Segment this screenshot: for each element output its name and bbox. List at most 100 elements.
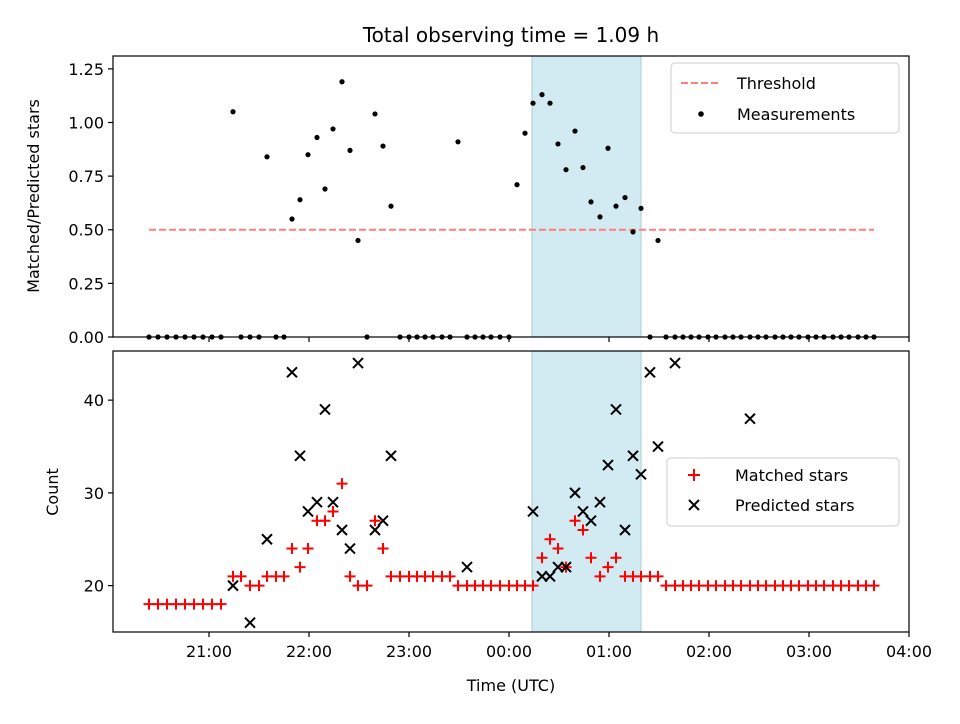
top-axes-frame bbox=[112, 55, 910, 338]
predicted-star-point bbox=[585, 515, 597, 527]
predicted-star-point bbox=[461, 561, 473, 573]
matched-star-point bbox=[336, 478, 348, 490]
predicted-star-point bbox=[244, 617, 256, 629]
matched-star-point bbox=[544, 533, 556, 545]
predicted-star-point bbox=[527, 505, 539, 518]
chart-title: Total observing time = 1.09 h bbox=[362, 23, 659, 47]
predicted-star-point bbox=[594, 496, 606, 508]
top-y-tick-label: 0.00 bbox=[68, 328, 104, 347]
measurement-point bbox=[539, 92, 545, 98]
predicted-star-point bbox=[319, 403, 331, 416]
predicted-star-point bbox=[619, 524, 631, 536]
matched-star-point bbox=[327, 505, 339, 517]
measurements-legend-swatch bbox=[698, 111, 704, 117]
matched-star-point bbox=[377, 543, 389, 555]
predicted-star-point bbox=[652, 440, 664, 453]
measurement-point bbox=[547, 100, 553, 106]
measurement-point bbox=[597, 214, 603, 220]
predicted-star-point bbox=[577, 505, 589, 518]
predicted-star-point bbox=[311, 496, 323, 508]
measurement-point bbox=[297, 197, 303, 203]
predicted-star-point bbox=[377, 515, 389, 527]
measurement-point bbox=[655, 237, 661, 244]
predicted-star-point bbox=[385, 450, 397, 462]
predicted-star-point bbox=[610, 403, 622, 416]
predicted-star-point bbox=[669, 357, 681, 369]
matched-legend-label: Matched stars bbox=[735, 466, 848, 485]
measurement-point bbox=[230, 109, 236, 115]
predicted-star-point bbox=[544, 570, 556, 583]
bottom-panel: 20 30 40 21:00 22:00 23:00 00:00 01:00 02:00 03:… bbox=[43, 350, 932, 695]
predicted-star-point bbox=[627, 450, 639, 462]
top-legend-box bbox=[670, 62, 900, 134]
x-axis-label: Time (UTC) bbox=[466, 676, 555, 695]
matched-star-point bbox=[286, 543, 298, 555]
matched-star-point bbox=[278, 570, 290, 582]
measurement-point bbox=[388, 203, 394, 209]
matched-star-point bbox=[302, 543, 314, 555]
measurement-point bbox=[372, 111, 378, 117]
matched-star-point bbox=[585, 552, 597, 564]
top-legend: Threshold Measurements bbox=[670, 62, 900, 134]
top-panel: 0.00 0.25 0.50 0.75 1.00 1.25 Matched/Predict… bbox=[24, 55, 910, 347]
measurement-point bbox=[380, 143, 386, 149]
predicted-star-point bbox=[261, 533, 273, 545]
predicted-star-point bbox=[294, 450, 306, 462]
x-tick-label: 21:00 bbox=[186, 642, 232, 661]
x-tick-label: 02:00 bbox=[686, 642, 732, 661]
matched-star-point bbox=[536, 552, 548, 564]
bottom-y-tick-label: 30 bbox=[84, 484, 104, 503]
measurement-point bbox=[514, 182, 520, 188]
predicted-star-point bbox=[369, 524, 381, 536]
measurement-point bbox=[289, 216, 295, 222]
bottom-plot-area bbox=[143, 357, 880, 629]
predicted-star-point bbox=[569, 487, 581, 499]
measurement-point bbox=[580, 164, 586, 171]
bottom-x-ticks: 21:00 22:00 23:00 00:00 01:00 02:00 03:00 04:00 bbox=[186, 632, 932, 661]
top-y-ticks: 0.00 0.25 0.50 0.75 1.00 1.25 bbox=[68, 60, 113, 347]
bottom-y-axis-label: Count bbox=[43, 468, 62, 516]
matched-star-point bbox=[868, 580, 880, 592]
x-tick-label: 03:00 bbox=[786, 642, 832, 661]
predicted-star-point bbox=[744, 412, 756, 425]
matched-star-point bbox=[652, 570, 664, 582]
top-y-tick-label: 0.75 bbox=[68, 167, 104, 186]
measurement-point bbox=[630, 229, 636, 235]
measurement-point bbox=[305, 152, 311, 158]
predicted-star-point bbox=[327, 496, 339, 508]
bottom-y-tick-label: 20 bbox=[84, 577, 104, 596]
predicted-star-point bbox=[344, 542, 356, 555]
bottom-y-ticks: 20 30 40 bbox=[84, 391, 113, 596]
predicted-star-point bbox=[602, 459, 614, 471]
matched-star-point bbox=[552, 543, 564, 555]
measurement-point bbox=[330, 126, 336, 132]
measurement-point bbox=[455, 139, 461, 145]
measurements-legend-label: Measurements bbox=[737, 105, 855, 124]
matched-star-point bbox=[369, 515, 381, 527]
matched-star-point bbox=[319, 515, 331, 527]
predicted-star-point bbox=[352, 357, 364, 369]
matched-star-point bbox=[294, 561, 306, 573]
bottom-y-tick-label: 40 bbox=[84, 391, 104, 410]
measurement-point bbox=[322, 186, 328, 192]
matched-star-point bbox=[594, 570, 606, 582]
x-tick-label: 22:00 bbox=[286, 642, 332, 661]
predicted-star-point bbox=[286, 366, 298, 379]
top-x-ticks bbox=[208, 337, 910, 342]
matched-star-point bbox=[569, 515, 581, 527]
matched-star-point bbox=[602, 561, 614, 573]
matched-star-point bbox=[577, 524, 589, 536]
matched-star-point bbox=[235, 570, 247, 582]
measurement-point bbox=[522, 130, 528, 136]
measurement-point bbox=[347, 147, 353, 153]
top-y-tick-label: 1.00 bbox=[68, 113, 104, 132]
matched-star-point bbox=[253, 580, 265, 592]
bottom-observing-window-shade bbox=[531, 350, 642, 633]
bottom-axes-frame bbox=[112, 350, 910, 633]
predicted-star-point bbox=[644, 366, 656, 379]
predicted-legend-label: Predicted stars bbox=[735, 496, 855, 515]
matched-star-point bbox=[444, 570, 456, 582]
measurement-point bbox=[264, 154, 270, 160]
top-y-tick-label: 0.25 bbox=[68, 274, 104, 293]
